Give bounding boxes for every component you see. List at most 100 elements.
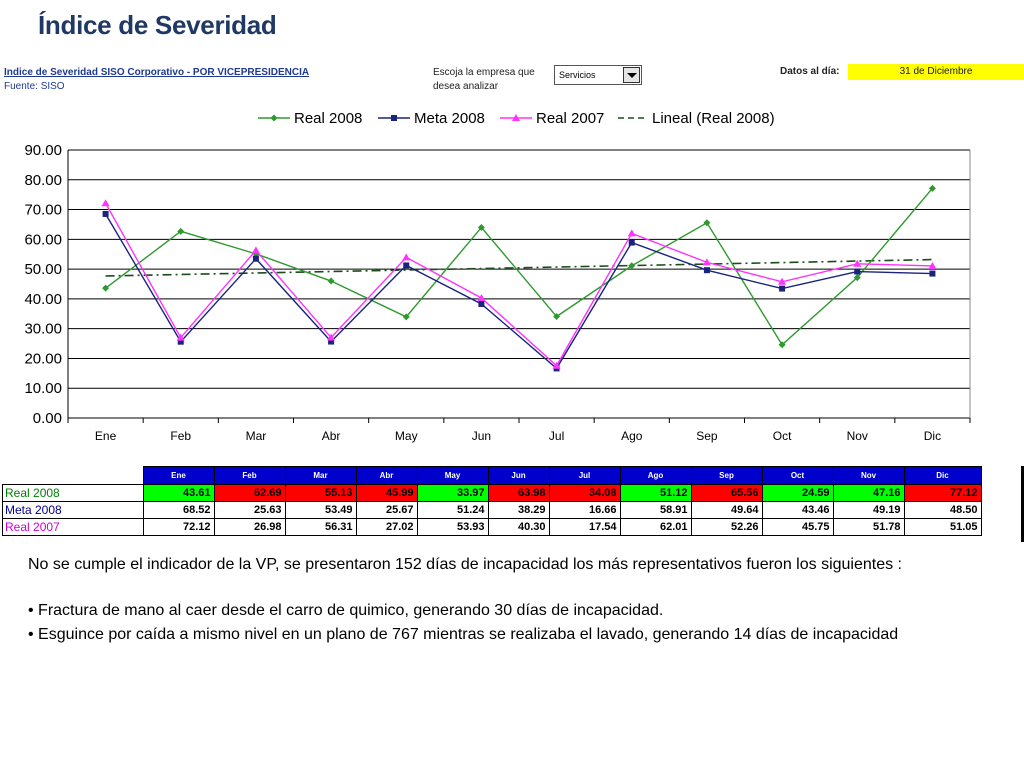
series-point — [853, 274, 861, 282]
series-point — [628, 262, 636, 270]
table-cell: 58.91 — [619, 501, 692, 519]
series-point — [928, 184, 936, 192]
severity-line-chart: 0.00 10.00 20.00 30.00 40.00 50.00 60.00 70.00 8… — [24, 110, 971, 443]
page-title: Índice de Severidad — [38, 10, 277, 40]
series-point — [177, 338, 184, 345]
table-row: Real 2008 43.61 62.69 55.13 45.99 33.97 63.98 3… — [2, 484, 982, 502]
table-row: Real 2007 72.12 26.98 56.31 27.02 53.93 40.30 1… — [2, 518, 982, 536]
y-tick-label: 10.00 — [24, 380, 62, 397]
table-column-header: Jun — [487, 466, 550, 485]
table-column-header: Ene — [142, 466, 215, 485]
table-cell: 45.75 — [761, 518, 834, 536]
table-header-row: Ene Feb Mar Abr May Jun Jul Ago Sep Oct Nov Dic — [2, 466, 982, 485]
notes: No se cumple el indicador de la VP, se p… — [28, 553, 1008, 647]
series-line — [105, 187, 933, 346]
table-cell: 48.50 — [903, 501, 982, 519]
table-column-header: Ago — [619, 466, 692, 485]
y-tick-label: 20.00 — [24, 350, 62, 367]
table-column-header: Nov — [832, 466, 905, 485]
y-tick-label: 80.00 — [24, 172, 62, 189]
series-point — [252, 255, 259, 262]
y-tick-label: 90.00 — [24, 142, 62, 159]
series-point — [327, 333, 336, 341]
x-tick-label: Jun — [472, 429, 491, 443]
table-body: Real 2008 43.61 62.69 55.13 45.99 33.97 63.98 3… — [2, 484, 982, 536]
table-cell: 53.49 — [284, 501, 357, 519]
series-point — [391, 115, 397, 121]
table-cell: 51.24 — [416, 501, 489, 519]
series-point — [929, 270, 936, 277]
table-cell: 34.08 — [548, 484, 621, 502]
x-tick-label: May — [395, 429, 418, 443]
series-point — [512, 114, 520, 121]
series-point — [402, 313, 410, 321]
series-line — [104, 213, 933, 370]
x-tick-label: Sep — [696, 429, 718, 443]
table-cell: 56.31 — [284, 518, 357, 536]
notes-bullet: • Fractura de mano al caer desde el carr… — [28, 602, 664, 619]
table-column-header: Abr — [355, 466, 418, 485]
table-cell: 25.63 — [213, 501, 286, 519]
date-label: Datos al día: — [780, 66, 840, 77]
series-point — [177, 227, 185, 235]
company-select-value: Servicios — [559, 70, 596, 80]
table-cell: 72.12 — [142, 518, 215, 536]
series-point — [251, 246, 260, 254]
x-tick-label: Mar — [246, 429, 267, 443]
x-tick-label: Ago — [621, 429, 643, 443]
data-table: Ene Feb Mar Abr May Jun Jul Ago Sep Oct Nov Dic Rea… — [2, 466, 982, 536]
series-point — [628, 239, 635, 246]
series-point — [102, 210, 109, 217]
report-header: Indice de Severidad SISO Corporativo - P… — [4, 66, 309, 94]
series-point — [403, 262, 410, 269]
date-value: 31 de Diciembre — [848, 64, 1024, 80]
x-tick-label: Jul — [549, 429, 564, 443]
table-cell: 62.69 — [213, 484, 286, 502]
series-point — [101, 199, 110, 207]
table-cell: 40.30 — [487, 518, 550, 536]
chevron-down-icon[interactable] — [623, 67, 640, 83]
table-cell: 77.12 — [903, 484, 982, 502]
series-point — [703, 219, 711, 227]
series-point — [478, 300, 485, 307]
table-row-label: Meta 2008 — [2, 501, 144, 519]
table-cell: 24.59 — [761, 484, 834, 502]
company-prompt-line2: desea analizar — [433, 81, 499, 92]
table-column-header: Feb — [213, 466, 286, 485]
series-point — [778, 341, 786, 349]
table-cell: 38.29 — [487, 501, 550, 519]
series-point — [778, 277, 787, 285]
series-point — [477, 223, 485, 231]
company-select[interactable]: Servicios — [554, 65, 642, 85]
series-point — [779, 285, 786, 292]
series-line — [104, 202, 933, 367]
table-cell: 33.97 — [416, 484, 489, 502]
series-point — [328, 338, 335, 345]
series-point — [854, 268, 861, 275]
table-cell: 65.56 — [690, 484, 763, 502]
notes-intro: No se cumple el indicador de la VP, se p… — [28, 556, 902, 573]
table-cell: 63.98 — [487, 484, 550, 502]
table-cell: 49.19 — [832, 501, 905, 519]
table-column-header: Jul — [548, 466, 621, 485]
table-corner — [2, 466, 143, 485]
report-source: Fuente: SISO — [4, 81, 65, 92]
table-row-label: Real 2008 — [2, 484, 144, 502]
table-column-header: May — [416, 466, 489, 485]
company-prompt-line1: Escoja la empresa que — [433, 67, 535, 78]
x-tick-label: Ene — [95, 429, 117, 443]
report-heading-link[interactable]: Indice de Severidad SISO Corporativo - P… — [4, 67, 310, 78]
series-point — [928, 261, 937, 269]
x-tick-label: Nov — [847, 429, 868, 443]
table-cell: 43.46 — [761, 501, 834, 519]
x-tick-label: Abr — [322, 429, 341, 443]
table-column-header: Sep — [690, 466, 763, 485]
y-tick-label: 0.00 — [33, 410, 62, 427]
table-cell: 62.01 — [619, 518, 692, 536]
table-cell: 51.05 — [903, 518, 982, 536]
series-point — [176, 333, 185, 341]
series-point — [627, 229, 636, 237]
x-tick-label: Dic — [924, 429, 941, 443]
series-point — [703, 267, 710, 274]
table-cell: 27.02 — [355, 518, 418, 536]
